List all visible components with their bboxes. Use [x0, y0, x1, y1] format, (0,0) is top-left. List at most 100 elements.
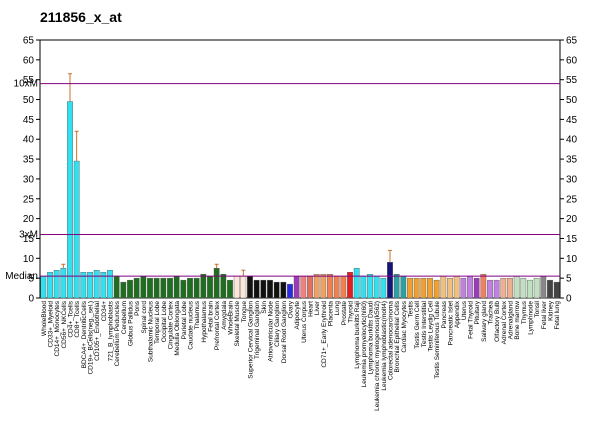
bar — [487, 279, 493, 299]
x-tick-label: Liver — [314, 300, 321, 315]
x-tick-label: Dorsal Root Ganglion — [281, 301, 288, 364]
bar — [413, 277, 420, 299]
x-tick-label: Leukemia lymphoblastic(molt4) — [381, 301, 388, 391]
bar — [213, 268, 220, 299]
x-tick-label: Pancreas — [441, 300, 448, 328]
x-tick-label: CD56+_NKCells — [61, 300, 68, 348]
x-tick-label: Thalamus — [194, 300, 201, 329]
x-tick-label: Lymphnode — [528, 301, 535, 335]
x-tick-label: Occipital Lobe — [161, 301, 168, 343]
bar — [233, 275, 240, 299]
x-tick-label: Testis Leydig Cell — [428, 300, 435, 351]
y-tick-label: 40 — [23, 135, 35, 146]
bar — [447, 277, 453, 299]
reference-label: Median — [5, 271, 38, 282]
x-tick-label: Lung — [334, 301, 341, 316]
bar — [433, 279, 440, 299]
y2-tick-label: 5 — [566, 274, 572, 285]
x-tick-label: 721_B_lymphoblasts — [108, 300, 115, 361]
bar — [353, 268, 360, 299]
bar — [200, 273, 207, 299]
y2-tick-label: 40 — [566, 135, 578, 146]
bar — [240, 275, 247, 299]
y2-tick-label: 65 — [566, 36, 578, 47]
y-tick-label: 35 — [23, 155, 35, 166]
x-tick-label: Temporal Lobe — [154, 301, 161, 344]
reference-label: 3xM — [19, 229, 38, 240]
bar — [53, 270, 60, 299]
bar — [507, 277, 513, 299]
x-tick-label: Parietal Lobe — [181, 301, 188, 340]
x-tick-label: Trachea — [488, 301, 495, 325]
bar — [333, 275, 340, 299]
bar — [313, 273, 320, 299]
bar — [320, 273, 327, 299]
x-tick-label: WholeBlood — [41, 301, 48, 336]
bar — [460, 277, 467, 299]
bar — [493, 279, 500, 299]
x-tick-label: CD105+_Endothelial — [94, 300, 101, 360]
x-tick-label: Olfactory Bulb — [494, 301, 501, 342]
y2-tick-label: 45 — [566, 115, 578, 126]
y-tick-label: 0 — [28, 294, 34, 305]
bar — [540, 275, 547, 299]
bar — [473, 277, 480, 299]
bar — [187, 277, 193, 299]
bar — [467, 275, 473, 299]
bar — [327, 273, 333, 299]
x-tick-label: WholeBrain — [228, 301, 235, 335]
bar — [427, 277, 433, 299]
reference-label: 10xM — [14, 79, 38, 90]
bar — [160, 277, 167, 299]
bar — [387, 262, 393, 299]
bar — [147, 277, 153, 299]
bar — [440, 275, 447, 299]
x-tick-label: Ovary — [288, 300, 295, 318]
bar — [453, 275, 460, 299]
bar — [380, 277, 387, 299]
bar — [93, 270, 100, 299]
x-tick-label: Adipocyte — [294, 301, 301, 330]
x-tick-label: Pons — [134, 300, 141, 316]
bar — [173, 275, 180, 299]
bar — [520, 277, 527, 299]
x-tick-label: CD4+_Tcells — [68, 300, 75, 337]
x-tick-label: Placenta — [328, 301, 335, 327]
bar — [247, 275, 253, 299]
bar — [47, 272, 53, 299]
bar — [67, 101, 73, 299]
x-tick-label: Fetal liver — [541, 300, 548, 329]
bar — [533, 277, 540, 299]
bar — [107, 270, 113, 299]
bar — [420, 277, 427, 299]
x-tick-label: CD71+_Early Erythroid — [321, 301, 328, 368]
bar — [153, 277, 160, 299]
x-tick-label: Prostate — [341, 301, 348, 326]
x-tick-label: Fetal Thyroid — [468, 301, 475, 339]
x-tick-label: Thymus — [521, 300, 528, 324]
bar — [220, 273, 227, 299]
bar — [60, 268, 67, 299]
bar — [347, 272, 353, 299]
y-tick-label: 45 — [23, 115, 35, 126]
bar — [193, 277, 200, 299]
x-tick-label: Ciliary Ganglion — [274, 301, 281, 347]
bar — [260, 279, 267, 299]
y2-tick-label: 35 — [566, 155, 578, 166]
y-tick-label: 65 — [23, 36, 35, 47]
x-tick-label: Tongue — [241, 301, 248, 323]
y2-tick-label: 60 — [566, 55, 578, 66]
bar — [40, 275, 47, 299]
x-tick-label: Medulla Oblongata — [174, 301, 181, 356]
bar — [73, 160, 80, 299]
y2-tick-label: 20 — [566, 214, 578, 225]
bar — [513, 275, 520, 299]
bar — [140, 275, 147, 299]
x-tick-label: Colorectal adenocarcinoma — [388, 301, 395, 381]
x-tick-label: Skeletal Muscle — [234, 301, 241, 347]
bar — [547, 279, 553, 299]
bar — [500, 277, 507, 299]
x-tick-label: Appendix — [454, 300, 461, 328]
x-tick-label: BDCA4+_DentriticCells — [81, 300, 88, 368]
